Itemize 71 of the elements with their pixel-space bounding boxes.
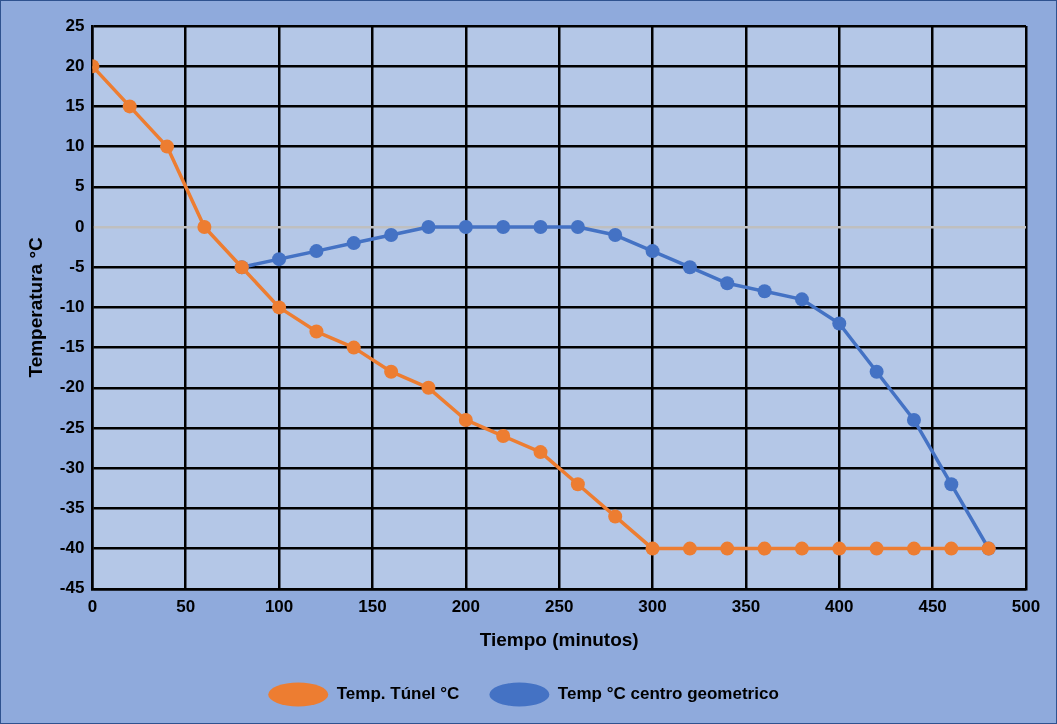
x-tick-label: 150 (358, 596, 387, 616)
point (272, 300, 287, 315)
point (869, 364, 884, 379)
point (645, 244, 660, 259)
x-tick-label: 300 (638, 596, 667, 616)
y-axis-title: Temperatura °C (24, 236, 46, 378)
point (309, 324, 324, 339)
y-tick-label: -45 (59, 578, 85, 598)
point (570, 220, 585, 234)
point (384, 228, 399, 243)
point (645, 541, 660, 556)
point (458, 220, 473, 234)
point (906, 541, 921, 556)
x-tick-label: 400 (825, 596, 854, 616)
y-tick-label: -40 (59, 538, 85, 558)
point (944, 477, 959, 492)
x-tick-label: 200 (451, 596, 481, 616)
point (682, 260, 697, 275)
point (944, 541, 959, 556)
y-tick-label: 25 (65, 15, 85, 35)
point (533, 445, 548, 460)
point (720, 276, 735, 291)
x-tick-label: 0 (87, 596, 98, 616)
point (757, 541, 772, 556)
y-tick-label: 20 (65, 55, 85, 75)
legend-label: Temp. Túnel °C (336, 684, 460, 704)
point (160, 139, 175, 154)
x-tick-label: 250 (545, 596, 574, 616)
y-tick-label: 15 (65, 96, 85, 116)
point (272, 252, 287, 267)
point (384, 364, 399, 379)
legend-label: Temp °C centro geometrico (557, 684, 779, 704)
point (608, 228, 623, 243)
point (794, 292, 809, 307)
point (906, 412, 921, 427)
point (496, 429, 511, 444)
point (757, 284, 772, 299)
point (570, 477, 585, 492)
x-tick-label: 350 (731, 596, 761, 616)
point (458, 412, 473, 427)
point (608, 509, 623, 524)
point (346, 236, 361, 251)
point (421, 220, 436, 234)
x-tick-label: 450 (918, 596, 947, 616)
y-tick-label: -15 (59, 337, 85, 357)
point (346, 340, 361, 355)
y-tick-label: -35 (59, 498, 85, 518)
point (309, 244, 324, 259)
y-tick-label: 10 (65, 136, 85, 156)
point (496, 220, 511, 234)
x-tick-label: 100 (264, 596, 294, 616)
x-axis-title: Tiempo (minutos) (479, 628, 639, 650)
point (794, 541, 809, 556)
point (197, 220, 212, 234)
y-tick-label: -10 (59, 297, 85, 317)
y-tick-label: -5 (69, 256, 85, 276)
x-tick-label: 500 (1011, 596, 1041, 616)
point (720, 541, 735, 556)
point (832, 316, 847, 331)
y-tick-label: -30 (59, 457, 85, 477)
y-tick-label: -20 (59, 377, 85, 397)
y-tick-label: 5 (74, 176, 85, 196)
point (682, 541, 697, 556)
point (832, 541, 847, 556)
y-tick-label: 0 (74, 216, 85, 236)
y-tick-label: -25 (59, 417, 85, 437)
point (533, 220, 548, 234)
x-tick-label: 50 (176, 596, 196, 616)
point (421, 380, 436, 395)
point (869, 541, 884, 556)
point (122, 99, 137, 114)
